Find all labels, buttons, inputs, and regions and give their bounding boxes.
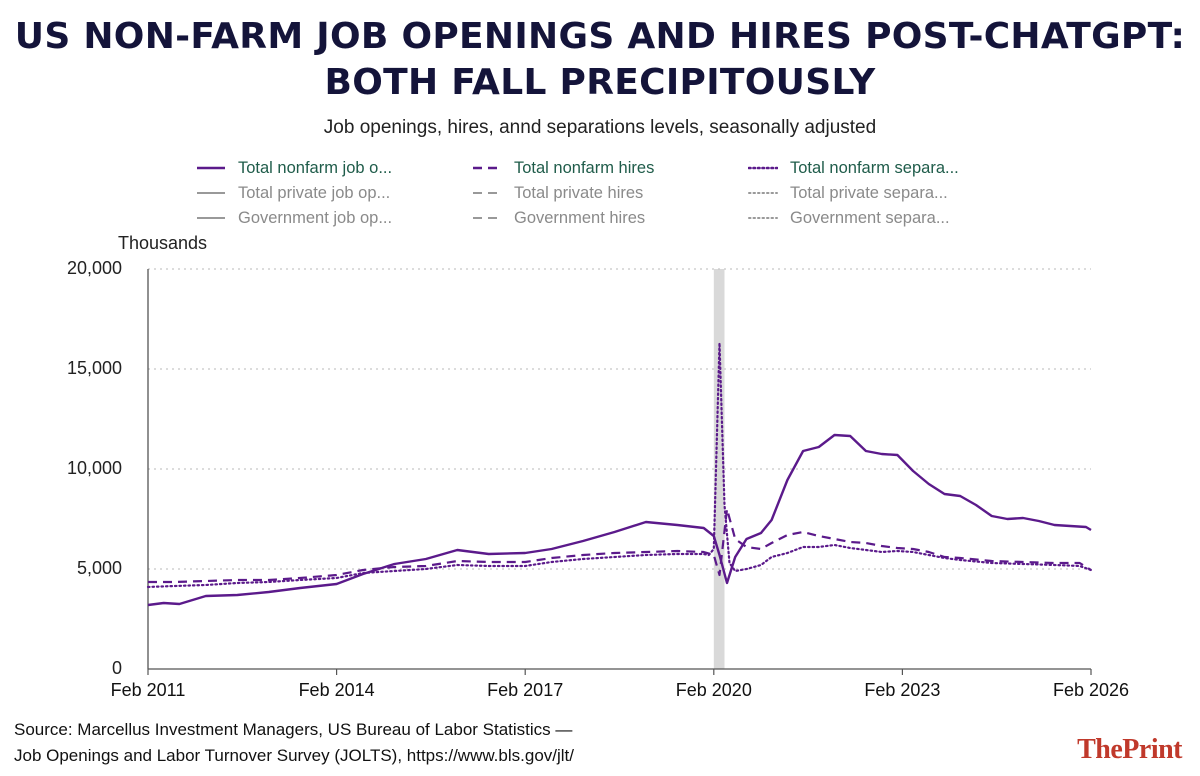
- y-tick-label-2: 10,000: [66, 458, 122, 478]
- chart-title-line-2: BOTH FALL PRECIPITOUSLY: [324, 62, 876, 103]
- y-tick-label-0: 0: [111, 658, 122, 678]
- legend-item-5[interactable]: Total private separa...: [748, 182, 948, 204]
- legend-swatch-dotted: [748, 192, 778, 194]
- chart-title: US NON-FARM JOB OPENINGS AND HIRES POST-…: [0, 14, 1200, 106]
- legend-item-6[interactable]: Government job op...: [196, 207, 392, 229]
- x-tick-label-4: Feb 2023: [864, 680, 941, 700]
- source-line-1: Source: Marcellus Investment Managers, U…: [14, 720, 573, 739]
- brand-part-2: Print: [1122, 734, 1182, 765]
- theprint-logo: ThePrint: [1077, 734, 1182, 766]
- legend-item-8[interactable]: Government separa...: [748, 207, 950, 229]
- legend-item-0[interactable]: Total nonfarm job o...: [196, 157, 392, 179]
- chart-subtitle: Job openings, hires, annd separations le…: [323, 117, 877, 138]
- x-tick-label-1: Feb 2014: [298, 680, 375, 700]
- legend-label: Total nonfarm separa...: [790, 158, 959, 177]
- legend-label: Total private separa...: [790, 183, 948, 202]
- source-line-2: Job Openings and Labor Turnover Survey (…: [14, 746, 574, 765]
- chart-title-line-1: US NON-FARM JOB OPENINGS AND HIRES POST-…: [14, 16, 1186, 57]
- legend-swatch-dashed: [473, 166, 501, 170]
- legend-label: Total nonfarm job o...: [238, 158, 393, 177]
- legend-item-4[interactable]: Total private hires: [472, 182, 643, 204]
- x-tick-label-0: Feb 2011: [110, 680, 186, 700]
- x-tick-label-2: Feb 2017: [487, 680, 564, 700]
- legend-label: Total private hires: [514, 183, 644, 202]
- legend-item-1[interactable]: Total nonfarm hires: [472, 157, 654, 179]
- series-line-total-nonfarm-job-openings: [147, 433, 1092, 607]
- legend-item-2[interactable]: Total nonfarm separa...: [748, 157, 959, 179]
- y-tick-label-4: 20,000: [66, 258, 122, 278]
- legend-item-3[interactable]: Total private job op...: [196, 182, 390, 204]
- legend-swatch-dotted: [748, 217, 778, 219]
- y-tick-label-3: 15,000: [66, 358, 122, 378]
- series-line-total-nonfarm-hires: [148, 507, 1092, 584]
- y-axis-unit-label: Thousands: [118, 233, 208, 253]
- legend-swatch-solid: [197, 166, 225, 170]
- brand-part-1: The: [1077, 734, 1123, 765]
- legend-swatch-solid: [197, 192, 225, 194]
- legend-label: Government separa...: [790, 208, 950, 227]
- legend-label: Government hires: [514, 208, 646, 227]
- legend-label: Total nonfarm hires: [514, 158, 655, 177]
- y-tick-label-1: 5,000: [76, 558, 122, 578]
- source-note: Source: Marcellus Investment Managers, U…: [14, 717, 574, 769]
- legend-label: Government job op...: [238, 208, 393, 227]
- legend-swatch-solid: [197, 217, 225, 219]
- legend-swatch-dashed: [473, 192, 501, 194]
- x-tick-label-5: Feb 2026: [1052, 680, 1130, 700]
- legend-swatch-dashed: [473, 217, 501, 219]
- x-tick-label-3: Feb 2020: [675, 680, 752, 700]
- series-line-total-nonfarm-separations: [146, 341, 1093, 589]
- legend-swatch-dotted: [748, 166, 778, 170]
- legend-label: Total private job op...: [238, 183, 391, 202]
- legend-item-7[interactable]: Government hires: [472, 207, 645, 229]
